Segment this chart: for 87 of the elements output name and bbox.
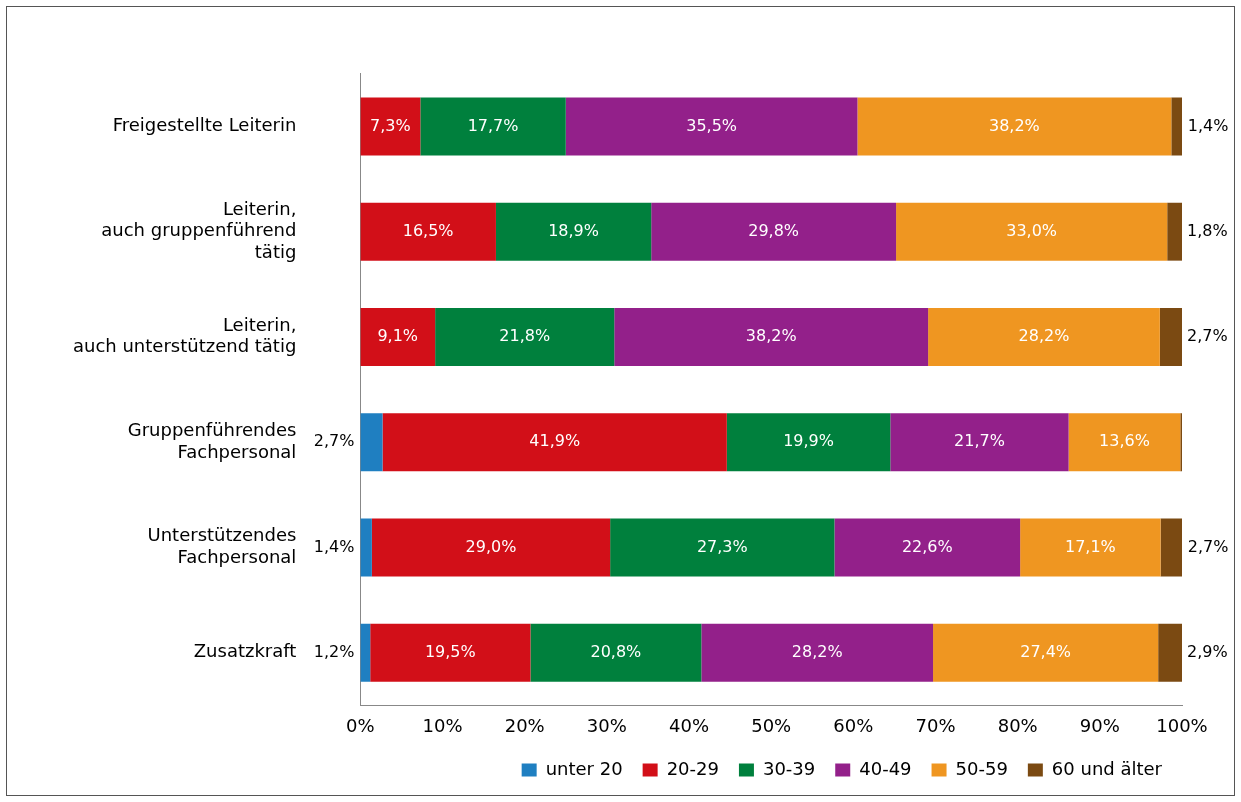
data-label: 19,5% — [424, 641, 476, 661]
data-label: 2,7% — [1187, 536, 1229, 556]
x-tick-label: 100% — [1156, 714, 1208, 736]
data-label: 17,7% — [467, 115, 519, 135]
x-tick-label: 70% — [915, 714, 956, 736]
data-label: 35,5% — [686, 115, 738, 135]
data-label: 1,2% — [313, 641, 355, 661]
data-label: 38,2% — [745, 326, 797, 346]
x-tick-label: 80% — [997, 714, 1038, 736]
legend-label: unter 20 — [545, 757, 623, 779]
bar — [896, 202, 1168, 261]
bar — [933, 623, 1159, 682]
data-label: 22,6% — [901, 536, 953, 556]
x-tick-label: 10% — [422, 714, 463, 736]
legend-label: 30-39 — [762, 757, 816, 779]
data-label: 2,9% — [1187, 641, 1228, 661]
data-label: 27,4% — [1020, 641, 1072, 661]
bar — [834, 518, 1021, 577]
data-label: 33,0% — [1006, 220, 1058, 240]
bar — [701, 623, 934, 682]
bar — [1171, 97, 1182, 156]
legend-label: 60 und älter — [1051, 757, 1163, 779]
bar — [360, 623, 371, 682]
y-tick-label: Gruppenführendes Fachpersonal — [127, 419, 297, 462]
data-label: 1,4% — [313, 536, 355, 556]
data-label: 18,9% — [548, 220, 599, 240]
bar — [651, 202, 897, 261]
data-label: 1,4% — [1187, 115, 1229, 135]
bar — [360, 413, 383, 472]
x-tick-label: 30% — [586, 714, 627, 736]
x-tick-label: 50% — [751, 714, 792, 736]
x-tick-label: 60% — [833, 714, 874, 736]
bar — [382, 413, 727, 472]
bar — [1159, 308, 1182, 366]
bar — [890, 413, 1069, 472]
y-tick-label: Zusatzkraft — [193, 640, 297, 662]
data-label: 2,7% — [313, 431, 355, 451]
data-label: 20,8% — [590, 641, 642, 661]
bar — [435, 308, 615, 366]
bar — [565, 97, 858, 156]
bar — [1068, 413, 1181, 472]
bar — [360, 202, 496, 261]
legend-label: 40-49 — [859, 757, 912, 779]
y-tick-label: Leiterin, auch gruppenführend tätig — [101, 197, 297, 262]
bar — [928, 308, 1160, 366]
y-tick-label: Unterstützendes Fachpersonal — [147, 524, 297, 567]
data-label: 21,8% — [499, 326, 551, 346]
bar — [614, 308, 929, 366]
x-tick-label: 90% — [1079, 714, 1120, 736]
bar — [495, 202, 652, 261]
data-label: 38,2% — [988, 115, 1040, 135]
data-label: 27,3% — [696, 536, 748, 556]
data-label: 29,0% — [465, 536, 517, 556]
x-tick-label: 20% — [504, 714, 545, 736]
bar — [530, 623, 702, 682]
data-label: 9,1% — [377, 326, 419, 346]
legend-label: 50-59 — [955, 757, 1008, 779]
bar — [857, 97, 1172, 156]
bar — [370, 623, 531, 682]
bar — [1167, 202, 1182, 261]
data-label: 1,8% — [1187, 220, 1228, 240]
bar — [420, 97, 566, 156]
legend-label: 20-29 — [666, 757, 719, 779]
data-label: 28,2% — [1018, 326, 1070, 346]
bar — [360, 97, 421, 156]
data-label: 16,5% — [402, 220, 454, 240]
data-label: 17,1% — [1064, 536, 1116, 556]
data-label: 19,9% — [783, 431, 834, 451]
data-label: 21,7% — [954, 431, 1005, 451]
data-label: 2,7% — [1187, 326, 1228, 346]
y-tick-label: Freigestellte Leiterin — [112, 114, 297, 136]
bar — [371, 518, 611, 577]
bar — [726, 413, 891, 472]
data-label: 29,8% — [748, 220, 800, 240]
bar — [360, 518, 372, 577]
data-label: 13,6% — [1099, 431, 1150, 451]
bar — [1020, 518, 1161, 577]
bar — [360, 308, 436, 366]
x-tick-label: 40% — [669, 714, 710, 736]
bar — [1160, 518, 1182, 577]
bar — [1158, 623, 1182, 682]
x-tick-label: 0% — [346, 714, 375, 736]
data-label: 28,2% — [791, 641, 843, 661]
data-label: 41,9% — [529, 431, 581, 451]
y-tick-label: Leiterin, auch unterstützend tätig — [72, 313, 297, 357]
bar — [610, 518, 835, 577]
data-label: 7,3% — [370, 115, 411, 135]
